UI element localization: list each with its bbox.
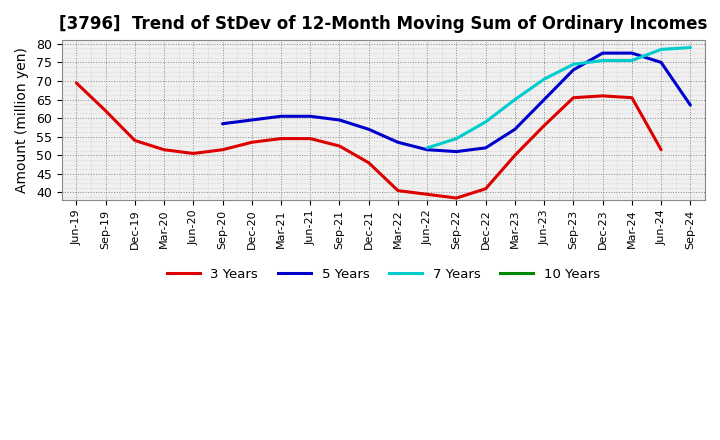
Title: [3796]  Trend of StDev of 12-Month Moving Sum of Ordinary Incomes: [3796] Trend of StDev of 12-Month Moving… [59, 15, 708, 33]
Legend: 3 Years, 5 Years, 7 Years, 10 Years: 3 Years, 5 Years, 7 Years, 10 Years [161, 262, 605, 286]
Y-axis label: Amount (million yen): Amount (million yen) [15, 47, 29, 193]
